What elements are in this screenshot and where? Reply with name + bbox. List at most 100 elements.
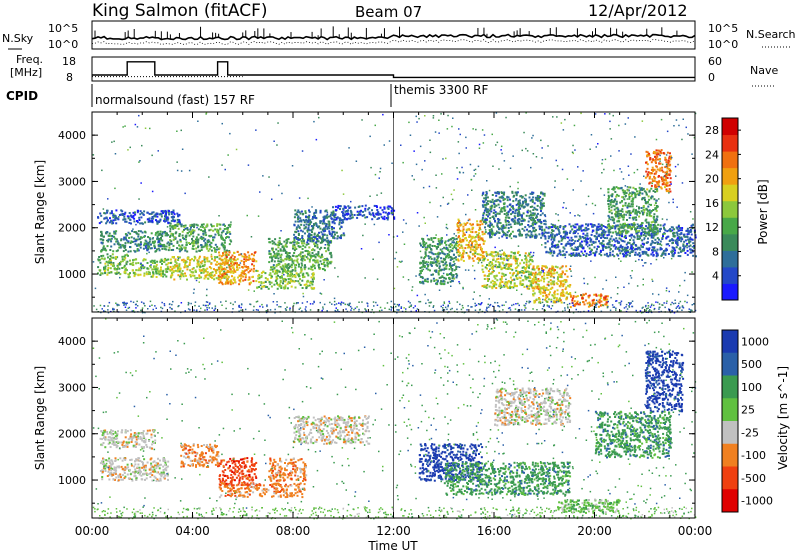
scatter-cell	[243, 265, 246, 268]
scatter-cell	[114, 258, 117, 260]
scatter-cell	[525, 271, 528, 273]
scatter-cell	[378, 217, 380, 220]
scatter-cell	[439, 269, 442, 272]
scatter-cell	[547, 283, 550, 286]
scatter-cell	[599, 249, 602, 252]
scatter-cell	[218, 247, 221, 250]
scatter-cell	[242, 275, 245, 278]
scatter-cell	[154, 267, 157, 270]
scatter-cell	[517, 200, 520, 203]
scatter-cell	[217, 232, 220, 235]
scatter-cell	[529, 199, 532, 202]
scatter-cell	[477, 246, 480, 249]
scatter-cell	[530, 225, 533, 227]
scatter-cell	[220, 281, 223, 284]
scatter-cell	[193, 241, 195, 244]
scatter-cell	[157, 244, 160, 247]
scatter-cell	[566, 233, 568, 236]
scatter-cell	[602, 236, 605, 239]
scatter-cell	[419, 262, 422, 265]
scatter-cell	[630, 244, 633, 247]
scatter-cell	[569, 244, 572, 247]
scatter-cell	[503, 191, 506, 194]
scatter-cell	[317, 252, 320, 255]
scatter-cell	[564, 230, 567, 233]
scatter-cell	[316, 261, 319, 264]
scatter-cell	[338, 217, 341, 220]
scatter-cell	[435, 270, 438, 273]
scatter-cell	[121, 255, 124, 258]
scatter-cell	[196, 259, 199, 262]
scatter-cell	[551, 265, 554, 268]
scatter-cell	[589, 304, 592, 307]
scatter-cell	[144, 231, 147, 234]
scatter-cell	[224, 224, 226, 227]
scatter-cell	[284, 265, 287, 268]
scatter-cell	[619, 252, 622, 255]
scatter-cell	[546, 240, 549, 243]
scatter-cell	[571, 243, 573, 246]
scatter-cell	[637, 246, 640, 249]
scatter-cell	[588, 253, 591, 256]
scatter-cell	[647, 233, 650, 236]
scatter-cell	[297, 273, 300, 276]
scatter-cell	[165, 214, 167, 217]
scatter-cell	[331, 228, 334, 231]
scatter-cell	[628, 193, 630, 196]
scatter-cell	[179, 222, 181, 224]
scatter-cell	[233, 268, 236, 271]
scatter-cell	[593, 224, 596, 227]
scatter-cell	[465, 229, 468, 232]
scatter-cell	[420, 269, 423, 272]
scatter-cell	[129, 263, 132, 266]
scatter-cell	[536, 266, 539, 269]
scatter-cell	[665, 249, 668, 252]
scatter-cell	[521, 279, 524, 282]
scatter-cell	[224, 276, 227, 279]
scatter-cell	[647, 230, 650, 233]
scatter-cell	[437, 260, 440, 263]
scatter-cell	[238, 266, 241, 269]
scatter-cell	[137, 235, 140, 238]
scatter-cell	[277, 253, 280, 256]
scatter-cell	[588, 244, 591, 247]
scatter-cell	[160, 266, 162, 269]
scatter-cell	[192, 235, 195, 238]
scatter-cell	[301, 279, 304, 282]
scatter-cell	[167, 249, 170, 252]
scatter-cell	[236, 258, 239, 261]
scatter-cell	[310, 234, 313, 237]
scatter-cell	[541, 234, 544, 237]
scatter-cell	[663, 252, 666, 255]
scatter-cell	[350, 211, 353, 214]
scatter-cell	[596, 245, 599, 248]
scatter-cell	[161, 231, 164, 234]
scatter-cell	[540, 279, 543, 282]
scatter-cell	[511, 279, 514, 282]
scatter-cell	[156, 237, 159, 240]
scatter-cell	[562, 294, 565, 297]
scatter-cell	[590, 243, 593, 246]
scatter-cell	[218, 223, 221, 226]
scatter-cell	[485, 192, 488, 195]
scatter-cell	[256, 270, 259, 272]
scatter-cell	[245, 268, 248, 271]
scatter-cell	[245, 265, 247, 268]
scatter-cell	[107, 264, 110, 267]
scatter-cell	[636, 253, 639, 256]
scatter-cell	[535, 298, 538, 301]
scatter-cell	[351, 213, 354, 216]
scatter-cell	[549, 247, 552, 250]
scatter-cell	[502, 224, 505, 227]
scatter-cell	[390, 207, 393, 209]
scatter-cell	[197, 241, 200, 244]
scatter-cell	[112, 214, 115, 217]
scatter-cell	[603, 253, 606, 256]
scatter-cell	[515, 258, 518, 260]
scatter-cell	[527, 220, 530, 223]
scatter-cell	[458, 240, 461, 243]
scatter-cell	[563, 247, 566, 250]
scatter-cell	[581, 295, 584, 298]
scatter-cell	[240, 259, 243, 262]
